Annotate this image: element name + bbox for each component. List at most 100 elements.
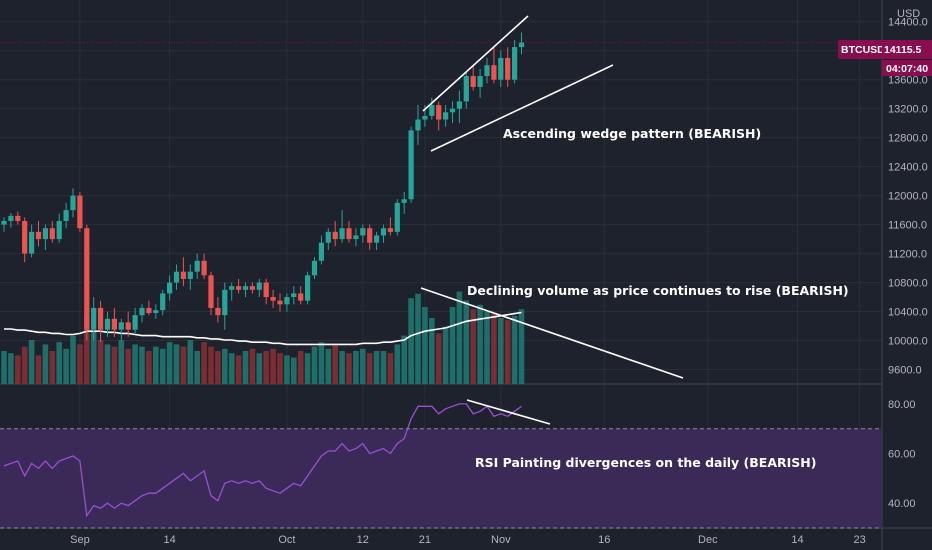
- volume-bar: [118, 340, 125, 384]
- symbol-badge-bg: [838, 40, 882, 59]
- volume-bar: [1, 351, 7, 384]
- candle-body: [360, 228, 366, 236]
- volume-bar: [353, 351, 359, 384]
- price-axis-ticks: 9600.0 10000.0 10400.0 10800.0 11200.0 11600.…: [888, 17, 928, 377]
- volume-bar: [111, 346, 118, 384]
- volume-bar: [518, 309, 525, 384]
- volume-bar: [270, 348, 276, 384]
- volume-bar: [180, 346, 187, 384]
- price-tick-label: 12800.0: [888, 133, 928, 145]
- volume-bar: [235, 355, 242, 384]
- volume-bar: [380, 351, 387, 384]
- volume-bar: [332, 344, 338, 384]
- volume-trendline[interactable]: [420, 287, 684, 379]
- volume-bar: [49, 351, 56, 384]
- volume-bar: [215, 351, 221, 384]
- volume-bar: [263, 351, 269, 384]
- time-tick-label: Dec: [698, 534, 718, 546]
- volume-bar: [422, 307, 428, 384]
- symbol-badge: BTCUSD: [841, 44, 885, 56]
- volume-bar: [84, 315, 90, 384]
- volume-bar: [463, 300, 470, 384]
- rsi-band-fill: [0, 428, 882, 528]
- volume-bar: [456, 291, 463, 384]
- candle-body: [305, 275, 311, 301]
- volume-bar: [435, 333, 442, 384]
- volume-bar: [366, 353, 373, 384]
- price-badge[interactable]: BTCUSD 14115.5 04:07:40: [838, 40, 932, 76]
- candle-body: [401, 199, 407, 203]
- candle-body: [277, 300, 283, 305]
- time-tick-label: Nov: [491, 534, 511, 546]
- candle-body: [160, 293, 166, 311]
- rsi-band: [0, 428, 882, 529]
- candle-body: [429, 105, 435, 116]
- wedge-lower-line[interactable]: [430, 64, 614, 152]
- volume-bar: [449, 307, 456, 384]
- volume-bar: [77, 344, 83, 384]
- volume-bar: [222, 348, 228, 384]
- candle-body: [42, 228, 48, 240]
- wedge-annotation: Ascending wedge pattern (BEARISH): [503, 126, 761, 141]
- currency-label: USD: [897, 8, 920, 20]
- candle-body: [132, 315, 138, 330]
- volume-bar: [242, 351, 249, 384]
- rsi-tick-label: 80.00: [888, 399, 916, 411]
- volume-bar: [15, 355, 21, 384]
- time-tick-label: Oct: [278, 534, 295, 546]
- candle-body: [339, 228, 345, 240]
- price-tick-label: 11600.0: [888, 220, 927, 232]
- price-tick-label: 13600.0: [888, 75, 928, 87]
- volume-bar: [284, 355, 290, 384]
- volume-bar: [373, 351, 380, 384]
- candle-body: [311, 260, 318, 276]
- price-tick-label: 9600.0: [888, 365, 922, 377]
- volume-bar: [491, 313, 497, 384]
- volume-bar: [297, 351, 304, 384]
- volume-bar: [470, 309, 476, 384]
- candle-body: [263, 282, 269, 298]
- candle-body: [229, 286, 235, 290]
- candle-body: [215, 307, 221, 316]
- candle-body: [512, 47, 518, 80]
- candle-body: [22, 220, 28, 254]
- rsi-divergence-line[interactable]: [466, 399, 551, 425]
- candle-body: [353, 235, 359, 240]
- candle-body: [187, 271, 193, 279]
- candle-body: [443, 112, 449, 120]
- volume-bar: [201, 342, 207, 384]
- candle-body: [146, 307, 152, 313]
- volume-bar: [477, 304, 483, 384]
- candle-body: [291, 293, 297, 298]
- volume-bar: [339, 351, 345, 384]
- volume-bar: [125, 348, 131, 384]
- candle-body: [387, 228, 393, 232]
- volume-bar: [208, 346, 214, 384]
- price-tick-label: 10400.0: [888, 307, 928, 319]
- time-tick-label: Sep: [70, 534, 90, 546]
- candle-body: [284, 297, 290, 305]
- candle-body: [91, 307, 97, 330]
- candle-body: [70, 195, 76, 211]
- volume-bar: [291, 357, 297, 384]
- price-tick-label: 14400.0: [888, 17, 928, 29]
- candle-body: [194, 260, 200, 272]
- wedge-upper-line[interactable]: [422, 15, 529, 112]
- candle-body: [242, 286, 249, 290]
- volume-bar: [97, 340, 104, 384]
- candle-body: [374, 235, 380, 243]
- volume-bar: [429, 318, 435, 384]
- candle-body: [104, 318, 111, 330]
- volume-bar: [21, 346, 28, 384]
- price-value-bg: [882, 40, 932, 59]
- price-tick-label: 11200.0: [888, 249, 927, 261]
- volume-moving-average-line: [4, 311, 522, 346]
- volume-bar: [394, 344, 401, 384]
- candle-body: [408, 130, 414, 200]
- volume-bar: [139, 346, 145, 384]
- volume-bar: [325, 348, 332, 384]
- candle-body: [256, 282, 262, 290]
- candle-body: [415, 119, 421, 131]
- volume-bar: [484, 311, 490, 384]
